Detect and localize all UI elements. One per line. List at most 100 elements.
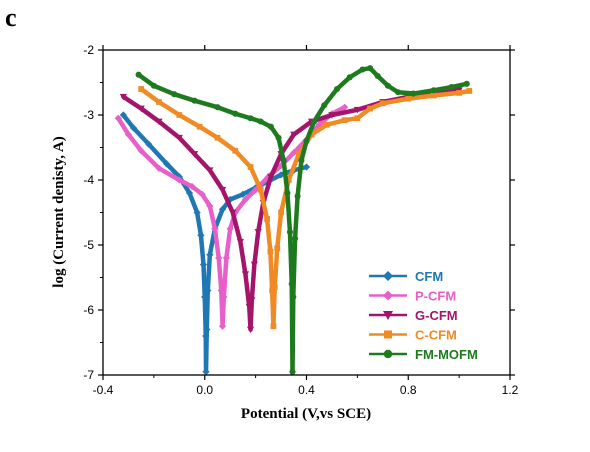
- x-tick-label: 0.0: [196, 383, 213, 397]
- series-c-cfm: [138, 86, 473, 330]
- series-p-cfm: [114, 103, 349, 330]
- series-line-p-cfm: [116, 104, 347, 329]
- data-point: [176, 112, 183, 118]
- data-point: [188, 182, 196, 191]
- data-point: [193, 208, 201, 217]
- data-point: [196, 123, 203, 130]
- series-layer: [114, 65, 473, 375]
- data-point: [241, 271, 250, 278]
- data-point: [155, 164, 163, 172]
- plot-frame: [102, 49, 511, 376]
- data-point: [290, 131, 298, 139]
- data-point: [211, 225, 219, 233]
- data-point: [119, 111, 127, 119]
- data-point: [175, 134, 183, 142]
- data-point: [257, 186, 264, 193]
- legend-label: G-CFM: [415, 308, 458, 323]
- data-point: [456, 90, 463, 96]
- data-point: [290, 293, 297, 301]
- legend-item-cfm: CFM: [369, 269, 443, 284]
- data-point: [203, 325, 211, 334]
- legend-label: C-CFM: [415, 328, 457, 343]
- series-line-g-cfm: [121, 88, 462, 332]
- data-point: [448, 83, 455, 91]
- y-tick-label: -4: [83, 173, 94, 187]
- data-point: [341, 117, 348, 124]
- data-point: [156, 99, 162, 105]
- data-point: [274, 245, 281, 252]
- data-point: [271, 284, 278, 291]
- legend-marker: [383, 349, 393, 359]
- data-point: [267, 248, 274, 255]
- data-point: [137, 147, 145, 155]
- data-point: [222, 254, 230, 262]
- data-point: [206, 202, 214, 210]
- data-point: [175, 176, 183, 184]
- data-point: [137, 105, 145, 113]
- legend-label: CFM: [415, 269, 443, 284]
- data-point: [250, 261, 258, 269]
- data-point: [410, 90, 417, 97]
- x-tick-label: -0.4: [93, 383, 114, 397]
- data-point: [254, 229, 262, 236]
- data-point: [204, 286, 212, 295]
- legend-item-c-cfm: C-CFM: [369, 328, 457, 343]
- legend-item-g-cfm: G-CFM: [369, 308, 458, 323]
- data-point: [354, 115, 361, 122]
- data-point: [218, 186, 227, 194]
- data-point: [353, 106, 361, 114]
- data-point: [226, 225, 234, 233]
- data-point: [247, 164, 254, 170]
- data-point: [367, 105, 373, 112]
- data-point: [430, 87, 437, 94]
- data-point: [197, 231, 205, 239]
- x-tick-label: 1.2: [502, 383, 519, 397]
- data-point: [341, 103, 349, 111]
- data-point: [162, 160, 171, 168]
- y-axis-title: log (Current denisty, A): [51, 136, 67, 287]
- data-point: [190, 151, 199, 158]
- data-point: [232, 110, 239, 117]
- data-point: [124, 130, 133, 139]
- data-point: [286, 228, 294, 236]
- data-point: [289, 368, 296, 375]
- data-point: [270, 323, 277, 330]
- data-point: [138, 86, 145, 92]
- x-tick-label: 0.8: [400, 383, 417, 397]
- data-point: [217, 286, 225, 295]
- data-point: [346, 74, 353, 81]
- data-point: [288, 280, 295, 288]
- data-point: [463, 80, 470, 87]
- data-point: [290, 149, 298, 157]
- data-point: [430, 92, 437, 99]
- data-point: [248, 297, 256, 304]
- data-point: [252, 186, 260, 194]
- legend-item-p-cfm: P-CFM: [369, 289, 456, 304]
- data-point: [280, 157, 287, 164]
- data-point: [291, 235, 299, 242]
- data-point: [206, 167, 214, 174]
- legend-marker: [384, 330, 392, 339]
- legend-label: P-CFM: [415, 289, 456, 304]
- data-point: [267, 123, 274, 130]
- data-point: [269, 287, 276, 294]
- data-point: [308, 131, 315, 138]
- series-line-fm-mofm: [136, 65, 470, 374]
- y-tick-label: -7: [83, 368, 94, 382]
- data-point: [150, 82, 157, 89]
- data-point: [241, 195, 250, 204]
- data-point: [201, 293, 209, 301]
- legend-marker: [383, 311, 393, 320]
- data-point: [359, 66, 366, 73]
- data-point: [218, 205, 227, 213]
- data-point: [171, 91, 178, 98]
- data-point: [214, 134, 221, 141]
- data-point: [367, 65, 374, 72]
- data-point: [302, 163, 311, 171]
- legend: CFM P-CFM G-CFM C-CFM FM-MOFM: [369, 269, 478, 362]
- data-point: [206, 251, 214, 259]
- data-point: [295, 151, 302, 157]
- data-point: [145, 140, 153, 148]
- data-point: [257, 118, 264, 125]
